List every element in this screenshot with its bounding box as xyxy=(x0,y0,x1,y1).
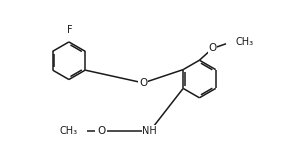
Text: O: O xyxy=(97,126,105,136)
Text: O: O xyxy=(139,78,147,88)
Text: NH: NH xyxy=(143,126,157,136)
Text: CH₃: CH₃ xyxy=(59,126,78,136)
Text: O: O xyxy=(208,43,217,53)
Text: CH₃: CH₃ xyxy=(235,37,253,47)
Text: F: F xyxy=(67,25,73,35)
